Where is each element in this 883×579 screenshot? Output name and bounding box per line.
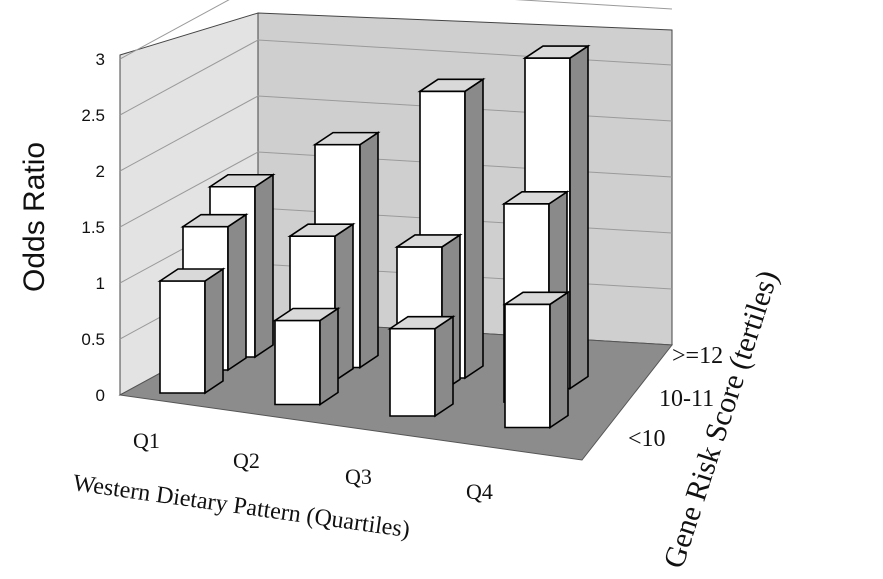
- bar-front: [389, 327, 436, 417]
- y-tick-label: 0: [96, 386, 105, 405]
- bar-q2-series-2: [272, 307, 341, 406]
- bar-q3-series-2: [387, 315, 456, 418]
- bar-front: [159, 280, 206, 394]
- z-tick-low: <10: [628, 426, 666, 452]
- z-axis-title: Gene Risk Score (tertiles): [657, 266, 784, 572]
- bar-top: [522, 45, 591, 59]
- y-tick-label: 3: [96, 50, 105, 69]
- bar-side: [464, 77, 484, 380]
- x-tick-q3: Q3: [345, 464, 372, 489]
- y-tick-label: 0.5: [81, 330, 105, 349]
- bar-q4-series-2: [502, 290, 571, 429]
- bar-top: [501, 191, 570, 205]
- bar-top: [180, 213, 249, 228]
- bar-side: [359, 131, 379, 369]
- y-tick-label: 1: [96, 274, 105, 293]
- bar-top: [394, 234, 463, 248]
- bar-front: [274, 319, 321, 406]
- bar-top: [207, 173, 276, 188]
- bar-side: [254, 173, 274, 359]
- bar-side: [434, 315, 454, 418]
- x-tick-q4: Q4: [466, 479, 493, 504]
- bar-top: [157, 268, 226, 282]
- bar-front: [504, 303, 551, 429]
- x-tick-q1: Q1: [133, 428, 160, 453]
- bar-side: [319, 307, 339, 406]
- bar-q1-series-2: [157, 267, 226, 395]
- z-tick-high: >=12: [672, 343, 723, 369]
- y-axis-title: Odds Ratio: [18, 142, 51, 292]
- bars: [157, 44, 591, 429]
- bar-top: [272, 307, 341, 322]
- bar-top: [502, 291, 571, 306]
- y-tick-label: 2.5: [81, 106, 105, 125]
- y-tick-label: 1.5: [81, 218, 105, 237]
- bar-side: [549, 290, 569, 429]
- bar-top: [312, 131, 381, 146]
- bar-side: [569, 44, 589, 390]
- bar-side: [204, 267, 224, 395]
- y-axis-ticks: 0 0.5 1 1.5 2 2.5 3: [81, 50, 105, 405]
- bar-top: [287, 223, 356, 238]
- y-tick-label: 2: [96, 162, 105, 181]
- bar-top: [387, 315, 456, 330]
- bar-top: [417, 78, 486, 93]
- z-tick-mid: 10-11: [659, 386, 714, 412]
- bar-side: [227, 213, 247, 372]
- x-tick-q2: Q2: [233, 448, 260, 473]
- gridline: [119, 0, 673, 60]
